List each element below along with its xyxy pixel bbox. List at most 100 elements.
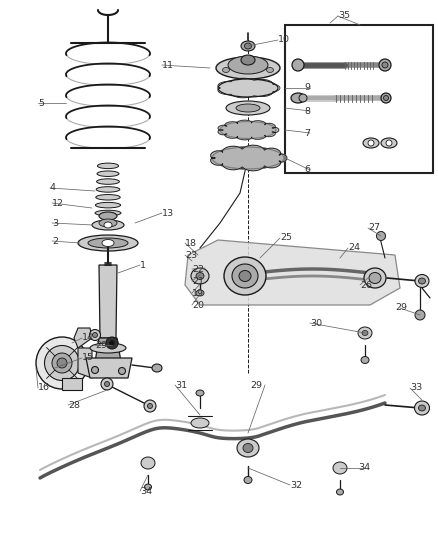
Ellipse shape [96, 195, 120, 200]
Ellipse shape [92, 367, 99, 374]
Text: 9: 9 [304, 84, 310, 93]
Ellipse shape [299, 94, 307, 102]
Ellipse shape [96, 187, 120, 192]
Text: 12: 12 [52, 198, 64, 207]
Text: 35: 35 [338, 12, 350, 20]
Ellipse shape [218, 79, 278, 97]
Ellipse shape [363, 138, 379, 148]
Text: 6: 6 [304, 166, 310, 174]
Ellipse shape [243, 443, 253, 453]
Ellipse shape [291, 93, 305, 103]
Ellipse shape [361, 357, 369, 364]
Ellipse shape [152, 364, 162, 372]
Ellipse shape [368, 140, 374, 146]
Ellipse shape [415, 274, 429, 287]
Ellipse shape [220, 122, 276, 139]
Text: 25: 25 [280, 233, 292, 243]
Ellipse shape [105, 382, 110, 386]
Text: 10: 10 [278, 36, 290, 44]
Text: 22: 22 [192, 264, 204, 273]
Ellipse shape [36, 337, 88, 389]
Ellipse shape [244, 477, 252, 483]
Ellipse shape [97, 171, 119, 176]
Ellipse shape [386, 140, 392, 146]
Ellipse shape [110, 341, 114, 345]
Ellipse shape [415, 310, 425, 320]
Ellipse shape [196, 390, 204, 396]
Polygon shape [74, 328, 92, 348]
Ellipse shape [89, 329, 100, 341]
Ellipse shape [45, 345, 80, 381]
Ellipse shape [232, 264, 258, 288]
Ellipse shape [92, 333, 98, 337]
Ellipse shape [336, 489, 343, 495]
Ellipse shape [418, 278, 425, 284]
Ellipse shape [377, 231, 385, 240]
Ellipse shape [90, 343, 126, 353]
Text: 16: 16 [38, 384, 50, 392]
Text: 33: 33 [410, 384, 422, 392]
Text: 5: 5 [38, 99, 44, 108]
Ellipse shape [212, 147, 284, 169]
Ellipse shape [101, 378, 113, 390]
Ellipse shape [369, 272, 381, 284]
Text: 2: 2 [52, 237, 58, 246]
Ellipse shape [196, 272, 204, 279]
Text: 11: 11 [162, 61, 174, 69]
Ellipse shape [224, 257, 266, 295]
Polygon shape [218, 120, 279, 140]
Text: 4: 4 [50, 183, 56, 192]
Ellipse shape [223, 68, 230, 72]
Polygon shape [99, 265, 117, 338]
Ellipse shape [95, 203, 120, 208]
Ellipse shape [244, 43, 251, 49]
Ellipse shape [237, 439, 259, 457]
Polygon shape [211, 145, 287, 171]
Ellipse shape [97, 163, 119, 168]
Ellipse shape [99, 212, 117, 220]
Ellipse shape [97, 179, 120, 184]
Text: 34: 34 [140, 487, 152, 496]
Text: 15: 15 [82, 353, 94, 362]
Ellipse shape [88, 238, 128, 248]
Bar [285, 25, 433, 173]
Text: 31: 31 [175, 381, 187, 390]
Ellipse shape [144, 400, 156, 412]
Text: 18: 18 [185, 238, 197, 247]
Polygon shape [78, 348, 92, 378]
Ellipse shape [145, 484, 152, 490]
Text: 26: 26 [360, 280, 372, 289]
Ellipse shape [95, 210, 121, 216]
Ellipse shape [216, 57, 280, 79]
Text: 23: 23 [185, 251, 197, 260]
Ellipse shape [384, 95, 389, 101]
Ellipse shape [104, 222, 112, 228]
Text: 7: 7 [304, 128, 310, 138]
Ellipse shape [364, 268, 386, 288]
Ellipse shape [379, 59, 391, 71]
Ellipse shape [414, 401, 430, 415]
Ellipse shape [52, 353, 72, 373]
Ellipse shape [148, 403, 152, 408]
Ellipse shape [226, 101, 270, 115]
Ellipse shape [102, 239, 114, 246]
Ellipse shape [333, 462, 347, 474]
Ellipse shape [381, 138, 397, 148]
Text: 24: 24 [348, 244, 360, 253]
Ellipse shape [239, 271, 251, 281]
Polygon shape [62, 378, 82, 390]
Ellipse shape [362, 330, 368, 335]
Ellipse shape [78, 235, 138, 251]
Text: 14: 14 [82, 334, 94, 343]
Ellipse shape [418, 405, 425, 411]
Text: 34: 34 [358, 464, 370, 472]
Polygon shape [185, 240, 400, 305]
Ellipse shape [241, 55, 255, 65]
Text: 28: 28 [68, 400, 80, 409]
Polygon shape [94, 338, 122, 368]
Ellipse shape [57, 358, 67, 368]
Ellipse shape [191, 268, 209, 284]
Ellipse shape [191, 418, 209, 428]
Ellipse shape [196, 290, 204, 296]
Ellipse shape [119, 367, 126, 375]
